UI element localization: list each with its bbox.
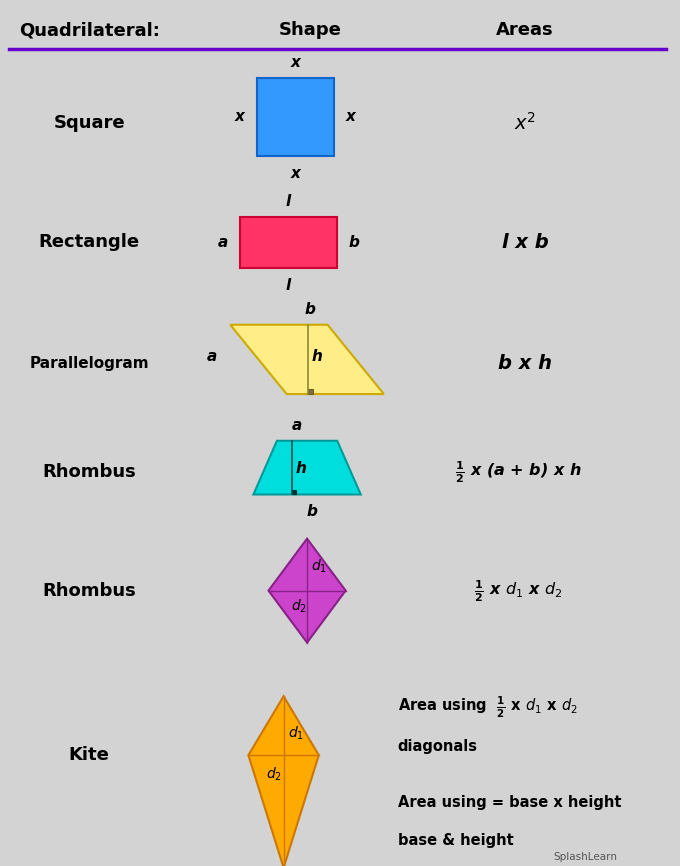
Text: Area using = base x height: Area using = base x height [398, 795, 621, 811]
Text: b: b [349, 235, 360, 250]
Text: Shape: Shape [279, 22, 342, 39]
Text: Square: Square [53, 114, 125, 132]
Bar [292, 490, 296, 494]
Text: $d_1$: $d_1$ [311, 558, 327, 575]
Text: Rhombus: Rhombus [42, 582, 136, 599]
Text: l: l [286, 194, 291, 209]
Text: $\mathbf{\frac{1}{2}}$ x $d_1$ x $d_2$: $\mathbf{\frac{1}{2}}$ x $d_1$ x $d_2$ [474, 578, 562, 604]
Polygon shape [248, 696, 319, 866]
Text: b x h: b x h [498, 354, 552, 373]
Text: Rhombus: Rhombus [42, 463, 136, 481]
Text: h: h [312, 349, 323, 365]
Text: Areas: Areas [496, 22, 554, 39]
Text: base & height: base & height [398, 832, 513, 848]
Text: $d_1$: $d_1$ [288, 725, 304, 742]
Text: $d_2$: $d_2$ [266, 766, 282, 783]
Text: h: h [296, 461, 307, 476]
Text: diagonals: diagonals [398, 739, 477, 754]
Bar [308, 389, 313, 394]
Text: a: a [218, 235, 228, 250]
Polygon shape [231, 325, 384, 394]
Text: a: a [206, 349, 217, 365]
Text: Parallelogram: Parallelogram [29, 356, 149, 372]
Text: Quadrilateral:: Quadrilateral: [18, 22, 160, 39]
Polygon shape [269, 539, 345, 643]
Text: $x^2$: $x^2$ [514, 112, 536, 134]
Text: $d_2$: $d_2$ [291, 598, 307, 615]
Text: x: x [290, 165, 301, 181]
Text: $\mathbf{\frac{1}{2}}$ x (a + b) x h: $\mathbf{\frac{1}{2}}$ x (a + b) x h [455, 459, 581, 485]
Text: l: l [286, 278, 291, 293]
Text: x: x [290, 55, 301, 69]
Bar [257, 78, 334, 156]
Text: l x b: l x b [502, 233, 548, 252]
Bar [240, 216, 337, 268]
Polygon shape [254, 441, 360, 494]
Text: Kite: Kite [69, 746, 109, 764]
Text: x: x [235, 109, 245, 125]
Text: a: a [292, 417, 302, 433]
Text: SplashLearn: SplashLearn [554, 852, 617, 863]
Text: Rectangle: Rectangle [39, 234, 139, 251]
Text: x: x [345, 109, 356, 125]
Text: Area using  $\mathbf{\frac{1}{2}}$ x $d_1$ x $d_2$: Area using $\mathbf{\frac{1}{2}}$ x $d_1… [398, 695, 577, 721]
Text: b: b [307, 504, 318, 520]
Text: b: b [305, 301, 316, 317]
